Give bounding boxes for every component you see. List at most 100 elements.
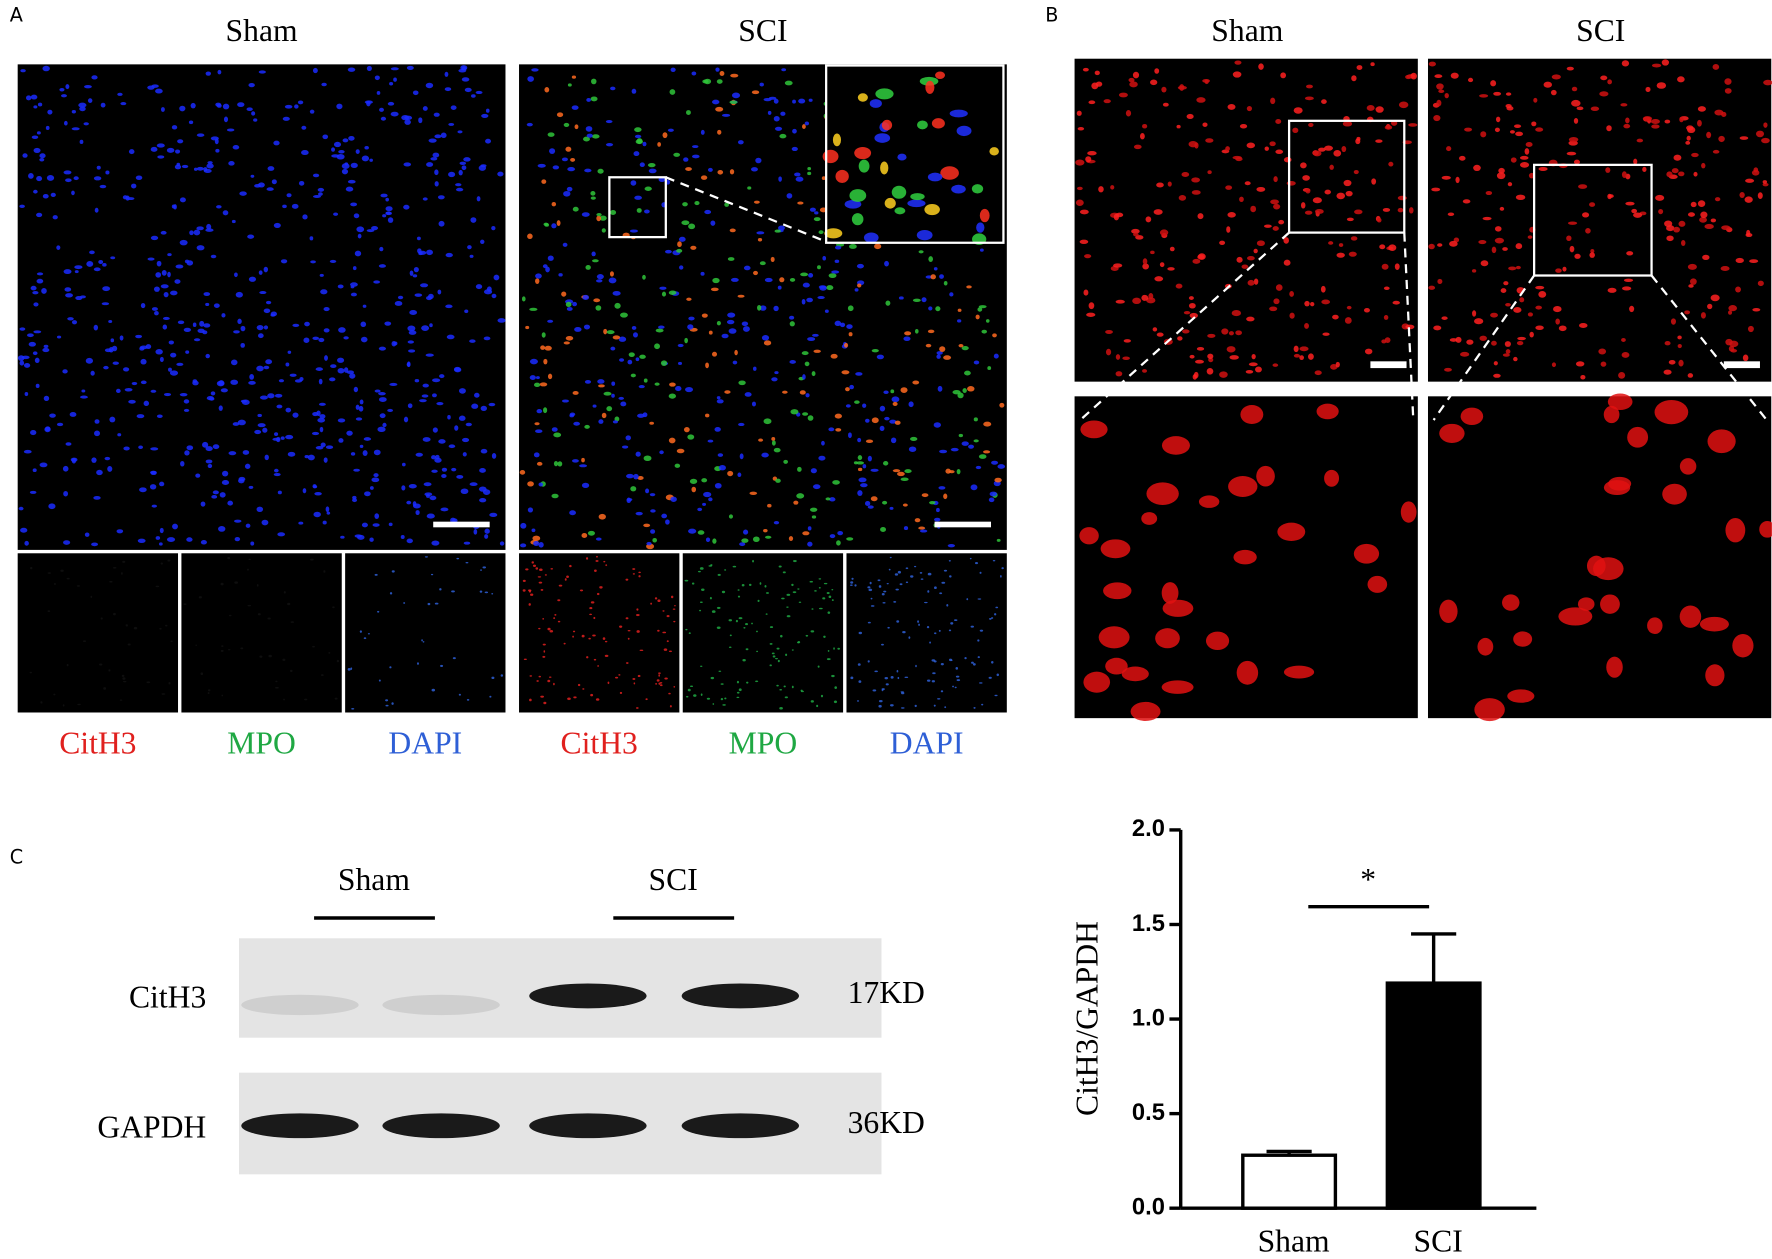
cell bbox=[1304, 300, 1310, 307]
cell bbox=[1289, 291, 1294, 297]
cell bbox=[937, 698, 941, 700]
cell bbox=[604, 654, 609, 657]
cell bbox=[1375, 106, 1384, 113]
cell bbox=[1344, 317, 1352, 324]
cell bbox=[579, 464, 588, 468]
cell bbox=[120, 101, 127, 106]
cell bbox=[350, 285, 355, 289]
cell bbox=[334, 697, 338, 700]
cell bbox=[1192, 258, 1201, 264]
cell bbox=[479, 467, 486, 473]
cell bbox=[312, 195, 321, 198]
cell bbox=[874, 670, 878, 673]
cell bbox=[776, 684, 779, 687]
cell bbox=[903, 526, 909, 531]
cell bbox=[332, 606, 335, 609]
cell bbox=[470, 217, 477, 223]
cell bbox=[359, 399, 364, 405]
cell bbox=[845, 387, 850, 392]
cell bbox=[1757, 280, 1764, 287]
cell bbox=[186, 537, 193, 542]
cell bbox=[857, 283, 862, 288]
cell bbox=[878, 699, 883, 703]
cell bbox=[326, 511, 331, 515]
cell bbox=[802, 531, 810, 536]
cell bbox=[1125, 110, 1132, 117]
cell bbox=[180, 460, 185, 467]
cell bbox=[1531, 121, 1537, 127]
cell bbox=[608, 277, 617, 284]
cell bbox=[1428, 243, 1435, 250]
cell bbox=[1678, 171, 1685, 177]
cell bbox=[973, 360, 980, 365]
cell bbox=[892, 469, 901, 473]
cell bbox=[1467, 77, 1474, 83]
cell bbox=[71, 320, 78, 325]
cell bbox=[841, 370, 850, 375]
cell bbox=[925, 343, 932, 348]
cell bbox=[642, 274, 646, 280]
cell bbox=[1519, 162, 1530, 168]
cell bbox=[592, 634, 596, 637]
cell bbox=[919, 529, 928, 533]
channel-label: DAPI bbox=[890, 726, 964, 761]
cell bbox=[30, 430, 37, 436]
cell bbox=[752, 559, 754, 563]
cell bbox=[777, 285, 782, 290]
cell bbox=[796, 641, 800, 644]
cell bbox=[737, 472, 742, 478]
cell bbox=[1161, 582, 1179, 604]
cell bbox=[460, 488, 469, 495]
cell bbox=[363, 437, 372, 441]
cell bbox=[290, 621, 295, 623]
cell bbox=[373, 280, 381, 284]
y-axis-label: CitH3/GAPDH bbox=[1070, 921, 1105, 1116]
cell bbox=[697, 530, 705, 535]
cell bbox=[1515, 265, 1521, 270]
cell bbox=[835, 428, 842, 432]
cell bbox=[1122, 356, 1130, 360]
cell bbox=[27, 333, 34, 338]
cell bbox=[431, 540, 440, 546]
cell bbox=[1573, 118, 1579, 124]
cell bbox=[43, 344, 49, 349]
cell bbox=[1428, 285, 1436, 290]
cell bbox=[228, 451, 237, 456]
cell bbox=[1580, 375, 1586, 380]
cell bbox=[122, 677, 126, 680]
cell bbox=[857, 437, 862, 443]
cell bbox=[860, 483, 868, 488]
cell bbox=[47, 610, 51, 613]
cell bbox=[246, 107, 253, 112]
cell bbox=[1273, 176, 1278, 183]
cell bbox=[551, 493, 559, 499]
cell bbox=[553, 460, 559, 467]
cell bbox=[248, 558, 251, 561]
cell bbox=[1739, 136, 1749, 140]
cell bbox=[939, 346, 946, 352]
cell bbox=[584, 379, 592, 384]
cell bbox=[658, 674, 661, 677]
cell bbox=[1351, 75, 1357, 82]
cell bbox=[387, 217, 394, 223]
cell bbox=[1437, 243, 1443, 247]
cell bbox=[903, 336, 911, 342]
cell bbox=[345, 186, 354, 192]
cell bbox=[228, 649, 231, 651]
cell bbox=[964, 656, 967, 660]
cell bbox=[1197, 253, 1206, 260]
cell bbox=[817, 665, 820, 668]
cell bbox=[796, 493, 805, 499]
cell bbox=[1699, 217, 1707, 223]
cell bbox=[685, 695, 689, 698]
cell bbox=[441, 474, 447, 479]
cell bbox=[770, 256, 775, 262]
cell bbox=[862, 403, 867, 408]
cell bbox=[242, 450, 250, 455]
cell bbox=[769, 626, 774, 629]
cell bbox=[456, 474, 464, 479]
cell bbox=[253, 118, 258, 122]
cell bbox=[155, 536, 161, 540]
cell bbox=[374, 75, 380, 81]
cell bbox=[437, 289, 442, 295]
